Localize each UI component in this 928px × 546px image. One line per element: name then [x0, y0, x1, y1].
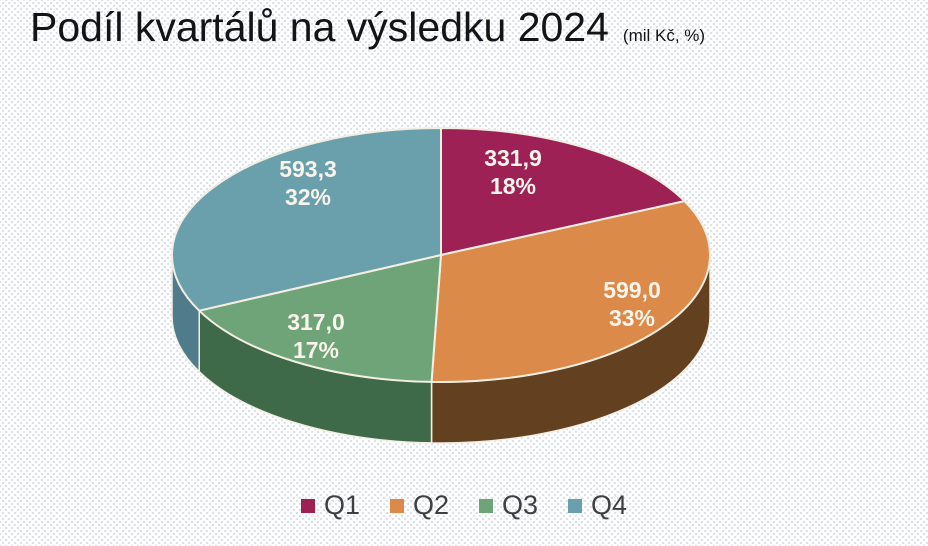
slice-label-Q2-percent: 33% — [609, 305, 655, 331]
legend-label-Q3: Q3 — [502, 490, 539, 520]
legend-swatch-Q1 — [300, 498, 315, 513]
slice-label-Q1-percent: 18% — [490, 173, 536, 199]
legend-swatch-Q3 — [479, 498, 493, 513]
pie-slice-Q2 — [430, 200, 711, 383]
legend-label-Q1: Q1 — [323, 490, 360, 520]
slice-label-Q4-value: 593,3 — [279, 156, 337, 182]
pie-slice-Q3 — [198, 254, 442, 383]
legend-label-Q2: Q2 — [412, 490, 449, 520]
slice-label-Q4-percent: 32% — [285, 184, 331, 210]
legend-label-Q4: Q4 — [591, 490, 628, 520]
slice-label-Q1-value: 331,9 — [484, 145, 542, 171]
chart-units: (mil Kč, %) — [622, 26, 706, 45]
chart-title: Podíl kvartálů na výsledku 2024 — [30, 4, 609, 50]
slice-label-Q3-percent: 17% — [293, 337, 339, 363]
slice-label-Q2-value: 599,0 — [603, 277, 661, 303]
chart-legend: Q1 Q2 Q3 Q4 — [0, 490, 928, 521]
pie-slice-Q1 — [440, 127, 686, 256]
legend-item-Q1: Q1 — [300, 490, 360, 521]
legend-swatch-Q4 — [568, 498, 583, 513]
legend-swatch-Q2 — [389, 498, 404, 513]
pie-slice-Q4 — [171, 127, 442, 312]
legend-item-Q3: Q3 — [479, 490, 538, 521]
chart-header: Podíl kvartálů na výsledku 2024 (mil Kč,… — [30, 4, 908, 51]
slice-label-Q3-value: 317,0 — [287, 309, 345, 335]
legend-item-Q4: Q4 — [568, 490, 627, 521]
legend-item-Q2: Q2 — [389, 490, 449, 521]
